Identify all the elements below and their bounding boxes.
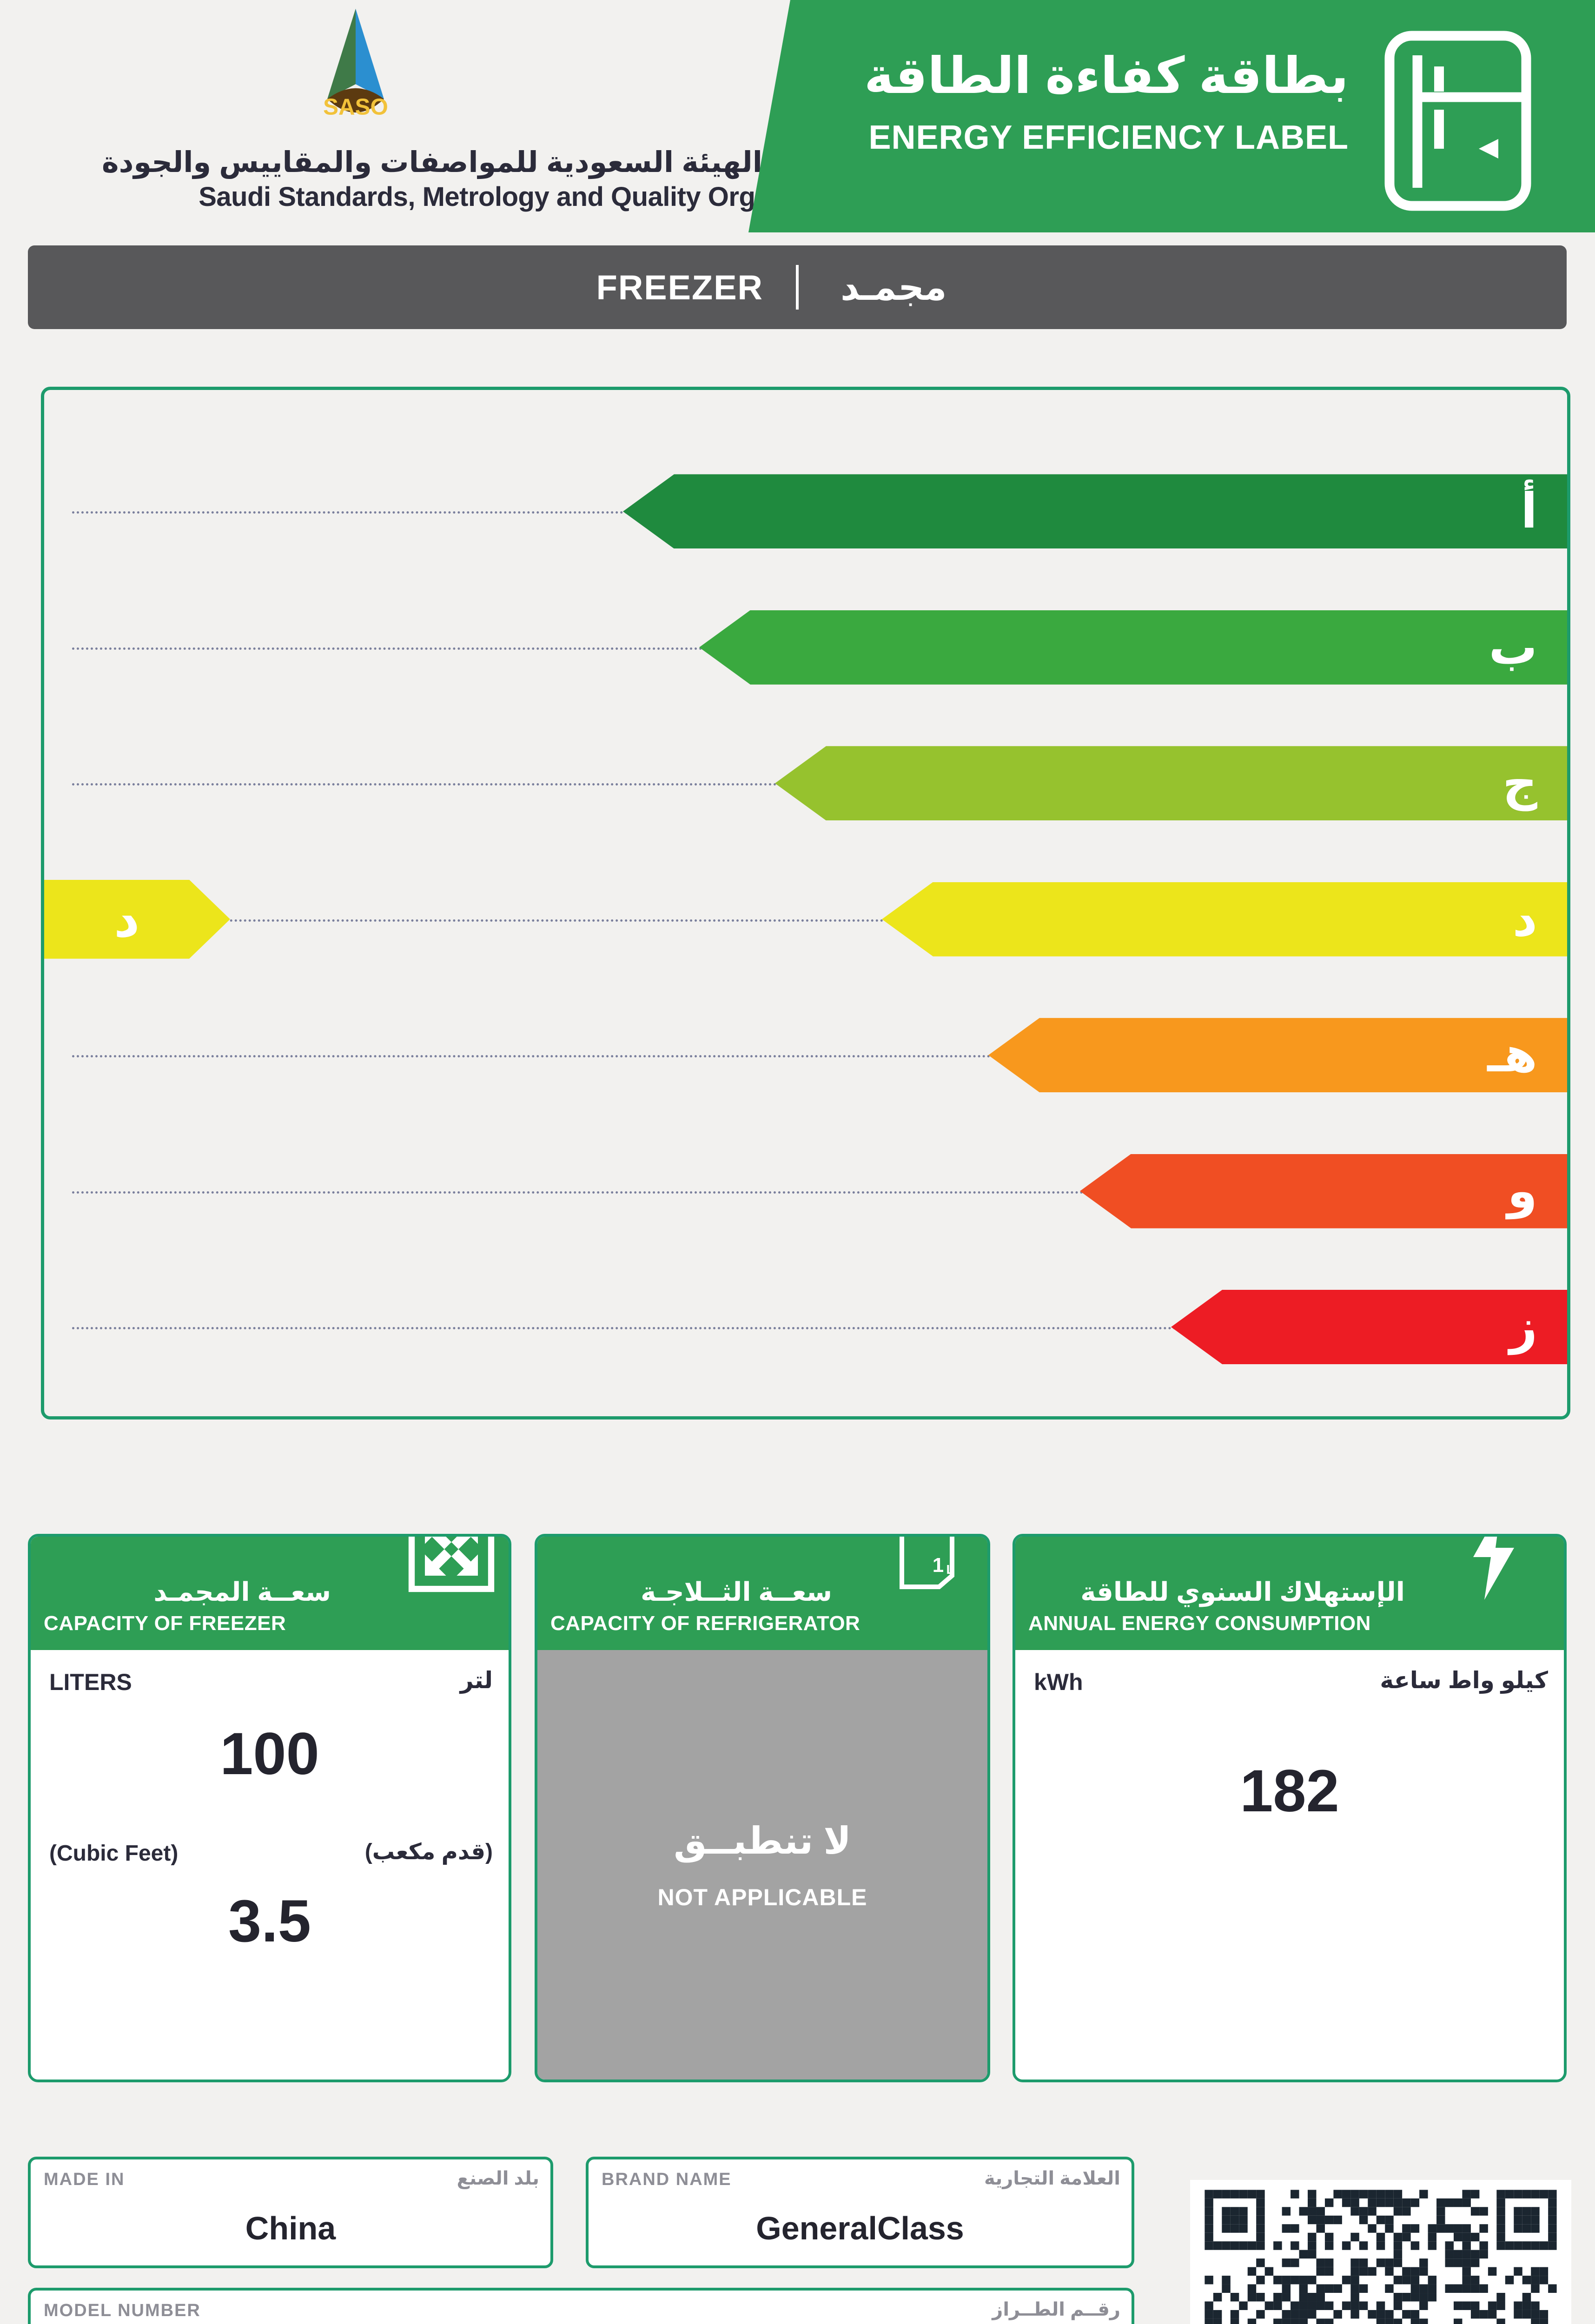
info-boxes: سعــة المجمـد CAPACITY OF FREEZER LITERS…: [28, 1483, 1567, 2082]
freezer-unit-cubicfeet-en: (Cubic Feet): [49, 1841, 179, 1866]
class-bar: هـ: [988, 1018, 1567, 1093]
svg-text:1: 1: [933, 1554, 944, 1577]
class-bar: د: [882, 882, 1567, 957]
freezer-liters-value: 100: [220, 1721, 319, 1787]
capacity-refrigerator-title-ar: سعــة الثــلاجـة: [641, 1577, 833, 1606]
brand-name-field: BRAND NAME العلامة التجارية GeneralClass: [586, 2157, 1134, 2268]
energy-unit-kwh-ar: كيلو واط ساعة: [1380, 1667, 1548, 1693]
class-bar: ج: [775, 746, 1567, 821]
refrigerator-icon: [1381, 28, 1535, 214]
saso-logo-icon: SASO: [288, 5, 423, 139]
qr-code[interactable]: [1190, 2180, 1571, 2324]
class-bar: ز: [1171, 1290, 1567, 1365]
capacity-refrigerator-title-en: CAPACITY OF REFRIGERATOR: [550, 1612, 860, 1635]
class-bar: ب: [699, 610, 1567, 685]
freezer-unit-liters-en: LITERS: [49, 1669, 132, 1695]
selected-class-pointer: د: [44, 879, 230, 959]
class-bar-letter: هـ: [1487, 1028, 1537, 1083]
capacity-freezer-box: سعــة المجمـد CAPACITY OF FREEZER LITERS…: [28, 1534, 511, 2082]
model-number-field: MODEL NUMBER رقــم الطــراز GEN-CL1-100: [28, 2288, 1134, 2324]
freezer-cubicfeet-value: 3.5: [228, 1888, 311, 1954]
product-type-arabic: مجمـد: [841, 266, 947, 308]
header-green-panel: بطاقة كفاءة الطاقة ENERGY EFFICIENCY LAB…: [748, 0, 1595, 232]
class-bar: و: [1080, 1154, 1567, 1228]
annual-energy-header: الإستهلاك السنوي للطاقة ANNUAL ENERGY CO…: [1015, 1537, 1564, 1650]
made-in-label-en: MADE IN: [44, 2170, 125, 2189]
model-number-label-ar: رقــم الطــراز: [992, 2299, 1120, 2320]
header-title-english: ENERGY EFFICIENCY LABEL: [868, 119, 1349, 156]
class-bar-letter: د: [1512, 892, 1537, 946]
product-type-bar: FREEZER مجمـد: [28, 245, 1567, 329]
chart-gridline: [72, 1327, 1567, 1330]
org-name-english: Saudi Standards, Metrology and Quality O…: [199, 182, 762, 212]
label-header: SASO الهيئة السعودية للمواصفات والمقاييس…: [0, 0, 1595, 232]
capacity-refrigerator-tab: [842, 1537, 987, 1552]
header-title-arabic: بطاقة كفاءة الطاقة: [864, 47, 1350, 104]
class-bar: أ: [623, 474, 1567, 549]
header-left-panel: SASO الهيئة السعودية للمواصفات والمقاييس…: [0, 0, 772, 232]
chart-gridline: [72, 1055, 1567, 1058]
product-fields: MADE IN بلد الصنع China BRAND NAME العلا…: [28, 2157, 1171, 2324]
chart-gridline: [72, 919, 1567, 922]
class-bar-letter: ز: [1509, 1300, 1537, 1354]
capacity-freezer-title-ar: سعــة المجمـد: [153, 1577, 331, 1606]
capacity-refrigerator-header: 1 L سعــة الثــلاجـة CAPACITY OF REFRIGE…: [537, 1537, 987, 1650]
annual-energy-value: 182: [1240, 1758, 1339, 1824]
efficiency-class-chart: أ ب ج د د هـ و ز: [41, 387, 1570, 1419]
product-type-english: FREEZER: [596, 268, 763, 307]
annual-energy-title-ar: الإستهلاك السنوي للطاقة: [1080, 1577, 1405, 1606]
annual-energy-box: الإستهلاك السنوي للطاقة ANNUAL ENERGY CO…: [1013, 1534, 1567, 2082]
expand-arrows-icon: [407, 1537, 496, 1593]
chart-gridline: [72, 1191, 1567, 1194]
milk-carton-icon: 1 L: [889, 1537, 963, 1601]
capacity-freezer-body: LITERS لتر 100 (Cubic Feet) (قدم مكعب) 3…: [31, 1650, 509, 2080]
class-bar-letter: ب: [1489, 620, 1537, 674]
class-bar-letter: أ: [1521, 484, 1537, 539]
annual-energy-title-en: ANNUAL ENERGY CONSUMPTION: [1028, 1612, 1371, 1635]
annual-energy-body: kWh كيلو واط ساعة 182: [1015, 1650, 1564, 2080]
made-in-field: MADE IN بلد الصنع China: [28, 2157, 553, 2268]
product-type-divider: [796, 265, 799, 310]
freezer-unit-cubicfeet-ar: (قدم مكعب): [364, 1840, 493, 1864]
capacity-freezer-tab: [340, 1537, 509, 1552]
energy-unit-kwh-en: kWh: [1034, 1669, 1083, 1695]
capacity-refrigerator-na-body: لا تنطبــق NOT APPLICABLE: [537, 1650, 987, 2080]
brand-name-value: GeneralClass: [756, 2210, 964, 2246]
lightning-bolt-icon: [1458, 1537, 1528, 1604]
freezer-unit-liters-ar: لتر: [460, 1667, 493, 1693]
org-name-arabic: الهيئة السعودية للمواصفات والمقاييس والج…: [102, 146, 763, 178]
made-in-label-ar: بلد الصنع: [457, 2168, 539, 2189]
model-number-label-en: MODEL NUMBER: [44, 2301, 201, 2320]
brand-name-label-en: BRAND NAME: [602, 2170, 732, 2189]
capacity-freezer-header: سعــة المجمـد CAPACITY OF FREEZER: [31, 1537, 509, 1650]
not-applicable-english: NOT APPLICABLE: [657, 1884, 867, 1910]
svg-text:L: L: [946, 1562, 954, 1577]
class-bar-letter: و: [1507, 1164, 1537, 1218]
selected-class-letter: د: [114, 891, 140, 947]
svg-text:SASO: SASO: [323, 94, 388, 119]
brand-name-label-ar: العلامة التجارية: [984, 2168, 1120, 2189]
made-in-value: China: [245, 2210, 336, 2246]
not-applicable-arabic: لا تنطبــق: [674, 1820, 851, 1862]
capacity-refrigerator-box: 1 L سعــة الثــلاجـة CAPACITY OF REFRIGE…: [535, 1534, 990, 2082]
class-bar-letter: ج: [1502, 756, 1537, 811]
capacity-freezer-title-en: CAPACITY OF FREEZER: [44, 1612, 286, 1635]
